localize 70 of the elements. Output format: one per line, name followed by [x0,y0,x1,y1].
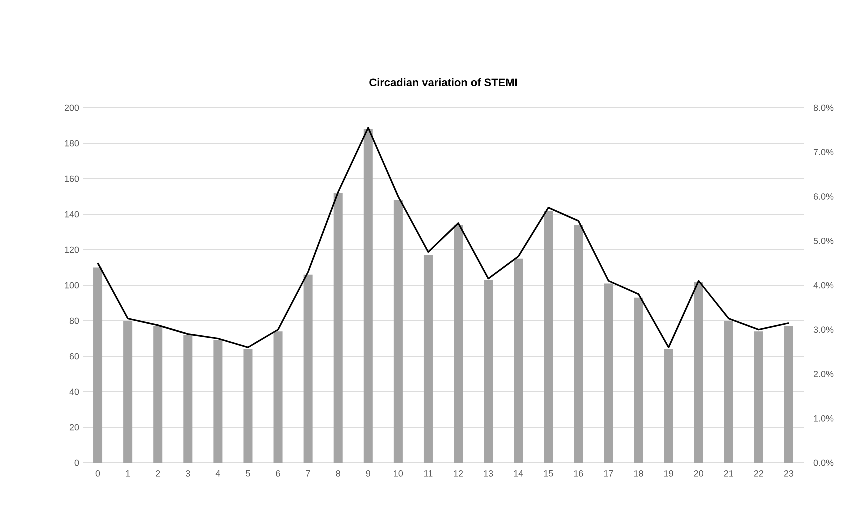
bar [694,282,704,463]
bar [424,255,433,463]
x-tick-label: 10 [394,470,404,477]
y-tick-label: 180 [65,140,80,147]
x-tick-label: 8 [336,470,340,477]
bar [124,320,133,463]
bar [394,200,403,463]
bar [784,326,794,463]
x-tick-label: 4 [216,470,220,477]
y2-tick-label: 7.0% [814,149,834,156]
x-tick-label: 1 [126,470,130,477]
bar [574,225,584,463]
y-tick-label: 20 [70,424,80,431]
bar [364,129,373,463]
x-tick-label: 2 [156,470,160,477]
bar [514,258,524,463]
x-tick-label: 11 [424,470,433,477]
x-tick-label: 22 [754,470,764,477]
y2-tick-label: 1.0% [814,415,834,422]
bar [454,225,464,463]
x-tick-label: 15 [544,470,554,477]
y2-tick-label: 2.0% [814,371,834,378]
x-tick-label: 6 [276,470,280,477]
y-tick-label: 0 [74,460,80,466]
x-tick-label: 21 [724,470,734,477]
bar [604,284,614,463]
bar [274,332,283,463]
x-tick-label: 16 [574,470,584,477]
y-tick-label: 40 [70,388,80,396]
bar [634,298,644,463]
y-tick-label: 160 [65,176,80,182]
x-tick-label: 5 [246,470,250,477]
line-series [97,127,790,348]
x-tick-label: 23 [784,470,794,477]
bar [244,349,253,463]
bar [334,193,343,463]
bar [94,268,103,463]
bar [304,274,313,463]
x-tick-label: 7 [306,470,310,477]
y-tick-label: 60 [70,353,80,360]
x-tick-label: 18 [634,470,644,477]
bar [214,340,223,463]
y2-tick-label: 4.0% [814,282,834,289]
y2-tick-label: 5.0% [814,238,834,244]
x-tick-label: 9 [366,470,370,477]
y2-tick-label: 3.0% [814,326,834,334]
y-tick-label: 100 [65,282,80,289]
y2-tick-label: 8.0% [814,104,834,112]
bar [184,335,193,463]
x-tick-label: 12 [454,470,464,477]
y-tick-label: 80 [70,318,80,324]
bar [664,349,674,463]
y-tick-label: 200 [64,104,80,112]
bar [724,320,734,463]
x-tick-label: 19 [664,470,674,477]
x-tick-label: 13 [484,470,494,477]
x-tick-label: 17 [604,470,614,477]
bar [154,326,163,463]
y2-tick-label: 6.0% [814,194,834,200]
y-tick-label: 120 [65,246,80,254]
x-tick-label: 3 [186,470,190,477]
x-tick-label: 14 [514,470,524,477]
bar [544,210,554,463]
x-tick-label: 0 [96,470,100,477]
bar [484,280,494,463]
y2-tick-label: 0.0% [814,460,834,466]
bar [754,332,764,463]
chart-title: Circadian variation of STEMI [370,78,518,86]
y-tick-label: 140 [65,211,80,218]
x-tick-label: 20 [694,470,704,477]
